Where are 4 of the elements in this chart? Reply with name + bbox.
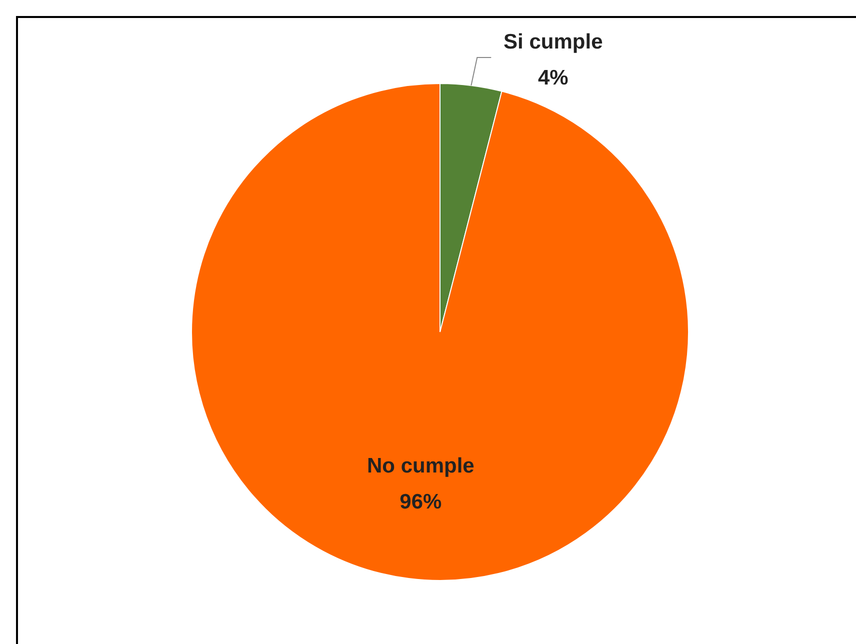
data-label: 96% bbox=[400, 490, 442, 514]
slice-label: Si cumple bbox=[504, 30, 603, 54]
slice-label: No cumple bbox=[367, 454, 474, 478]
data-label: 4% bbox=[538, 66, 569, 90]
